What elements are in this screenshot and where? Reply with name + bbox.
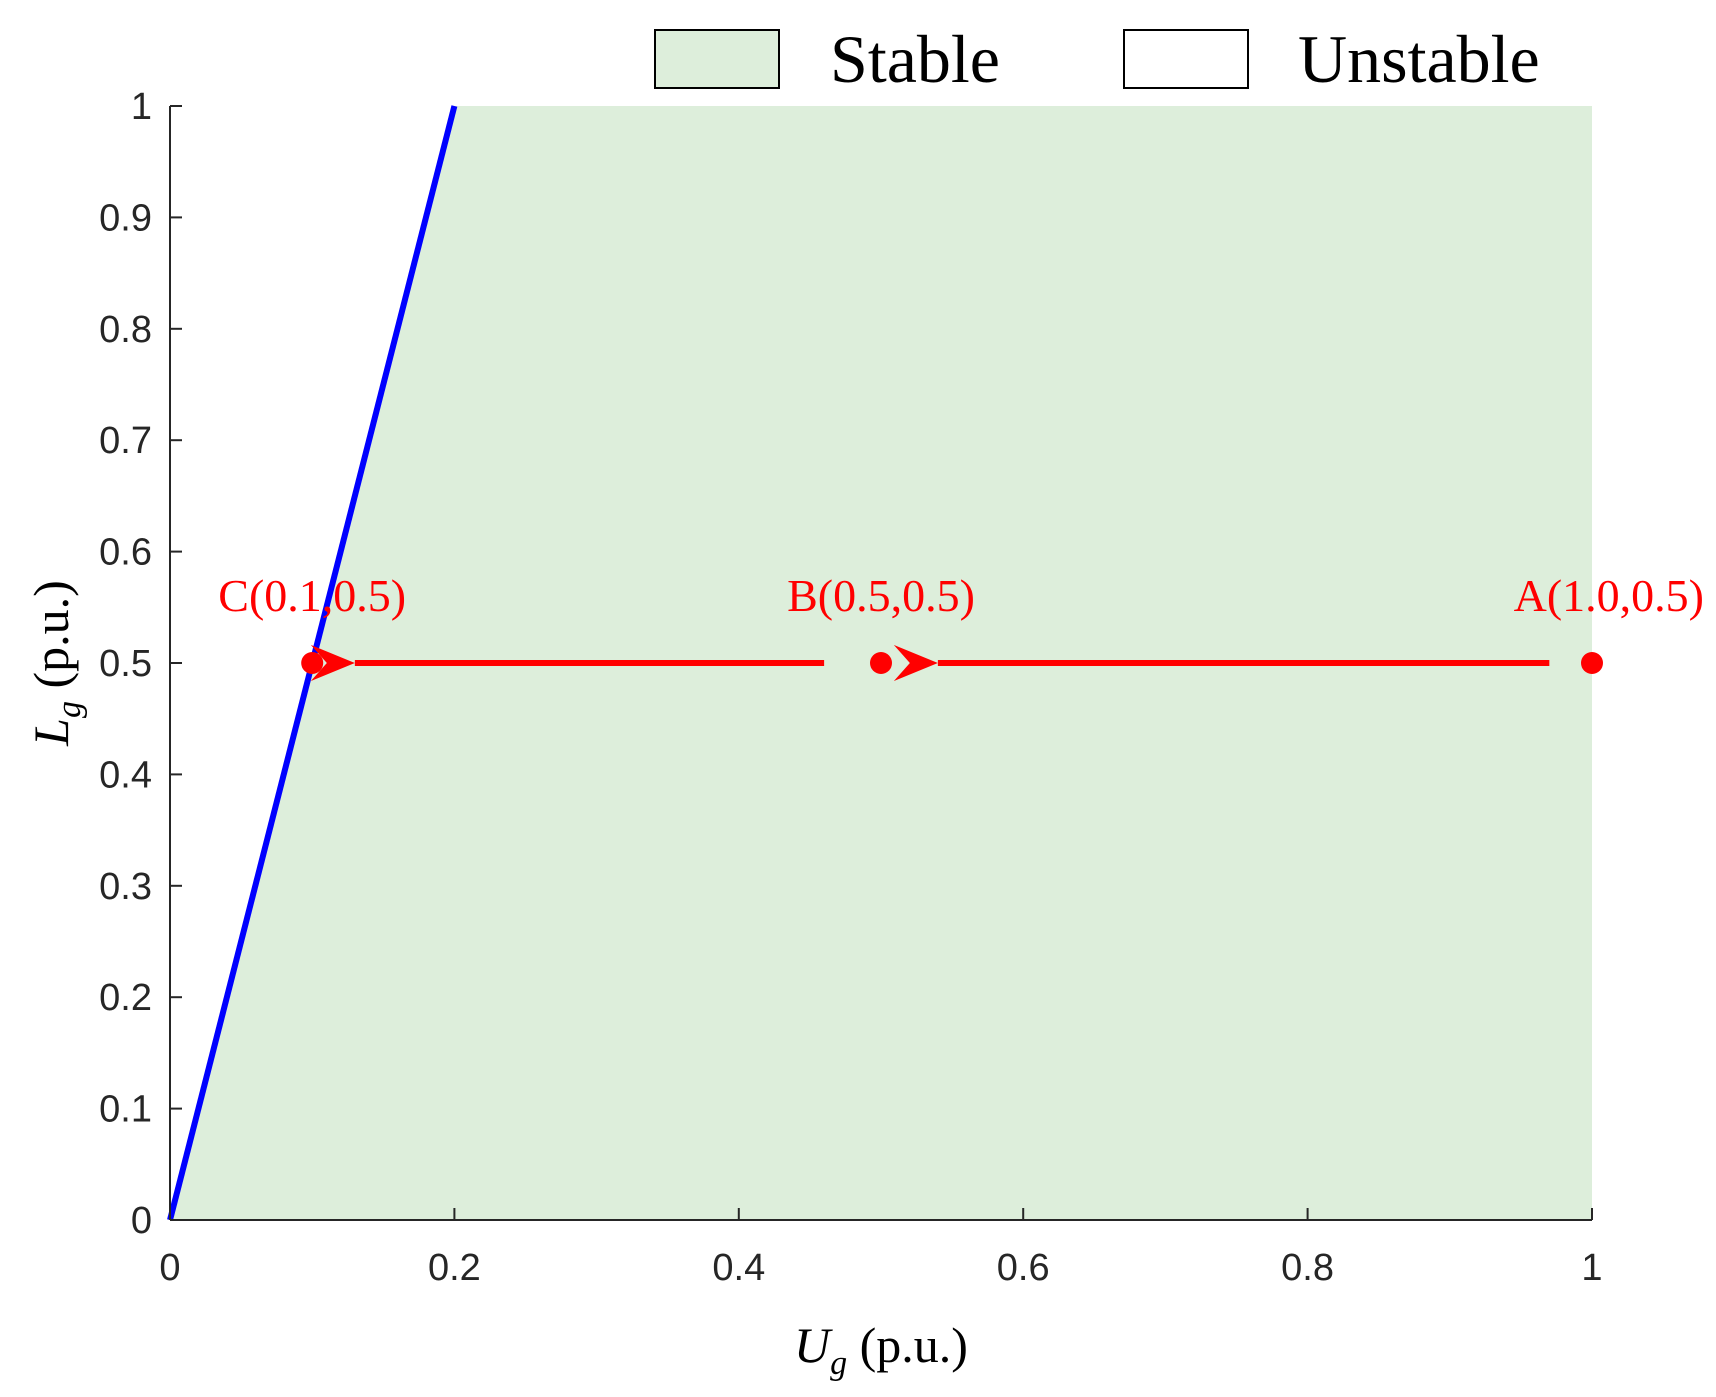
y-ticks: 0 0.1 0.2 0.3 0.4 0.5 0.6 0.7 0.8 0.9 1 xyxy=(99,86,182,1242)
legend-label-stable: Stable xyxy=(830,21,1000,97)
legend-swatch-unstable xyxy=(1123,29,1249,89)
y-tick-label: 0.4 xyxy=(99,754,152,796)
point-label: C(0.1,0.5) xyxy=(218,570,406,621)
legend-label-unstable: Unstable xyxy=(1298,21,1540,97)
x-ticks: 0 0.2 0.4 0.6 0.8 1 xyxy=(159,1208,1603,1289)
y-tick-label: 0.3 xyxy=(99,866,152,908)
legend-swatch-stable xyxy=(654,29,780,89)
x-tick-label: 0.2 xyxy=(428,1247,481,1289)
x-tick-label: 0.4 xyxy=(712,1247,765,1289)
y-tick-label: 0 xyxy=(131,1200,152,1242)
y-tick-label: 0.1 xyxy=(99,1089,152,1131)
plot-area: A(1.0,0.5) B(0.5,0.5) C(0.1,0.5) xyxy=(167,105,1704,1221)
y-tick-label: 0.7 xyxy=(99,420,152,462)
x-tick-label: 0.8 xyxy=(1281,1247,1334,1289)
y-tick-label: 0.5 xyxy=(99,643,152,685)
y-tick-label: 0.8 xyxy=(99,309,152,351)
point-label: B(0.5,0.5) xyxy=(787,570,975,621)
y-tick-label: 0.6 xyxy=(99,532,152,574)
point-label: A(1.0,0.5) xyxy=(1514,570,1704,621)
operating-point xyxy=(1581,652,1603,674)
axes: 0 0.2 0.4 0.6 0.8 1 0 0.1 0.2 0.3 0.4 0.5 0.6 0.7 0.8… xyxy=(99,86,1602,1289)
points: A(1.0,0.5) B(0.5,0.5) C(0.1,0.5) xyxy=(218,570,1704,674)
y-tick-label: 0.9 xyxy=(99,197,152,239)
operating-point xyxy=(301,652,324,674)
y-tick-label: 1 xyxy=(131,86,152,128)
y-axis-title: Lg (p.u.) xyxy=(23,580,88,747)
x-tick-label: 0.6 xyxy=(997,1247,1050,1289)
operating-point xyxy=(870,652,892,674)
x-tick-label: 1 xyxy=(1581,1247,1602,1289)
x-axis-title: Ug (p.u.) xyxy=(794,1317,968,1382)
legend: Stable Unstable xyxy=(654,21,1540,97)
x-tick-label: 0 xyxy=(159,1247,180,1289)
y-tick-label: 0.2 xyxy=(99,977,152,1019)
